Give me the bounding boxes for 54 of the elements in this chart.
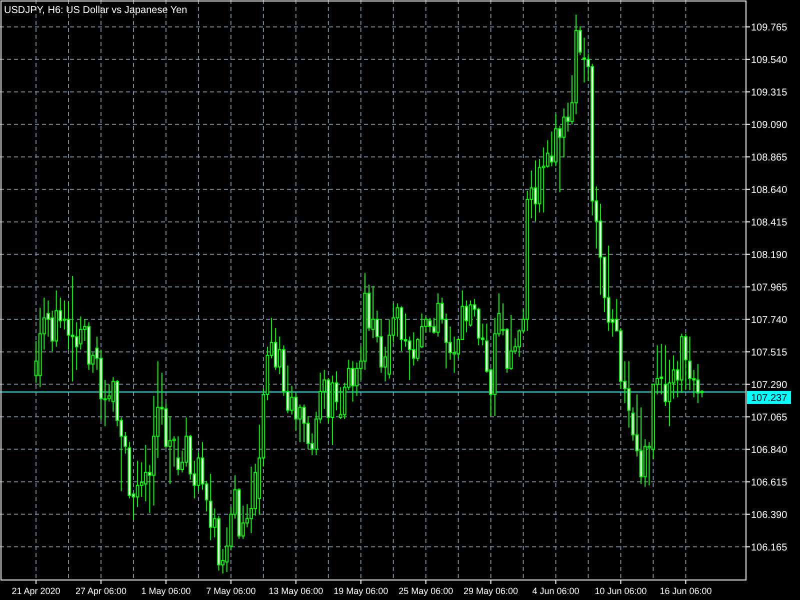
x-tick-label: 10 Jun 06:00 [594,586,647,596]
candlestick [355,362,359,396]
y-tick-label: 107.065 [751,412,788,424]
y-tick-label: 109.315 [751,87,788,98]
x-tick-label: 27 Apr 06:00 [75,586,127,596]
x-tick-label: 29 May 06:00 [464,586,518,596]
candlestick [46,300,50,338]
y-tick-label: 106.390 [751,510,788,521]
y-tick-label: 109.090 [751,120,788,131]
candlestick [408,336,412,380]
candlestick [290,385,294,416]
candlestick [78,316,82,350]
x-tick-label: 19 May 06:00 [334,586,388,596]
y-tick-label: 107.290 [751,380,788,391]
candlestick [107,384,111,402]
y-tick-label: 107.965 [751,282,788,294]
text: USDJPY, H6: US Dollar vs Japanese Yen [4,5,188,16]
x-tick-label: 25 May 06:00 [398,586,454,596]
x-tick-label: 21 Apr 2020 [12,586,60,596]
candlestick [688,336,692,391]
y-tick-label: 106.840 [751,444,788,456]
y-tick-label: 107.740 [751,314,788,326]
candlestick [250,466,253,534]
candlestick [371,286,375,339]
candlestick [351,360,354,402]
y-tick-label: 109.540 [751,54,788,66]
candlestick [684,333,688,391]
candlestick [550,131,554,167]
candlestick [50,310,54,352]
ref-line-label: 107.237 [751,392,788,404]
candlestick [672,354,676,400]
y-tick-label: 109.765 [751,22,788,34]
candlestick [664,344,668,406]
candlestick [428,317,432,333]
y-tick-label: 108.640 [751,184,788,196]
candlestick [176,436,180,476]
y-tick-label: 106.165 [751,542,788,554]
x-tick-label: 7 May 06:00 [206,586,256,596]
y-tick-label: 108.190 [751,250,788,261]
candlestick [70,275,74,382]
y-tick-label: 108.865 [751,152,788,164]
y-tick-label: 107.515 [751,347,788,358]
y-tick-label: 106.615 [751,477,788,488]
y-tick-label: 108.415 [751,217,788,228]
candlestick [136,460,140,508]
candlestick [412,332,416,366]
x-tick-label: 16 Jun 06:00 [660,586,712,596]
candlestick [338,386,342,420]
candlestick [452,336,456,374]
candlestick [509,314,513,370]
x-tick-label: 13 May 06:00 [268,586,324,596]
x-tick-label: 1 May 06:00 [141,586,191,596]
candlestick [696,364,700,404]
x-tick-label: 4 Jun 06:00 [532,586,580,596]
